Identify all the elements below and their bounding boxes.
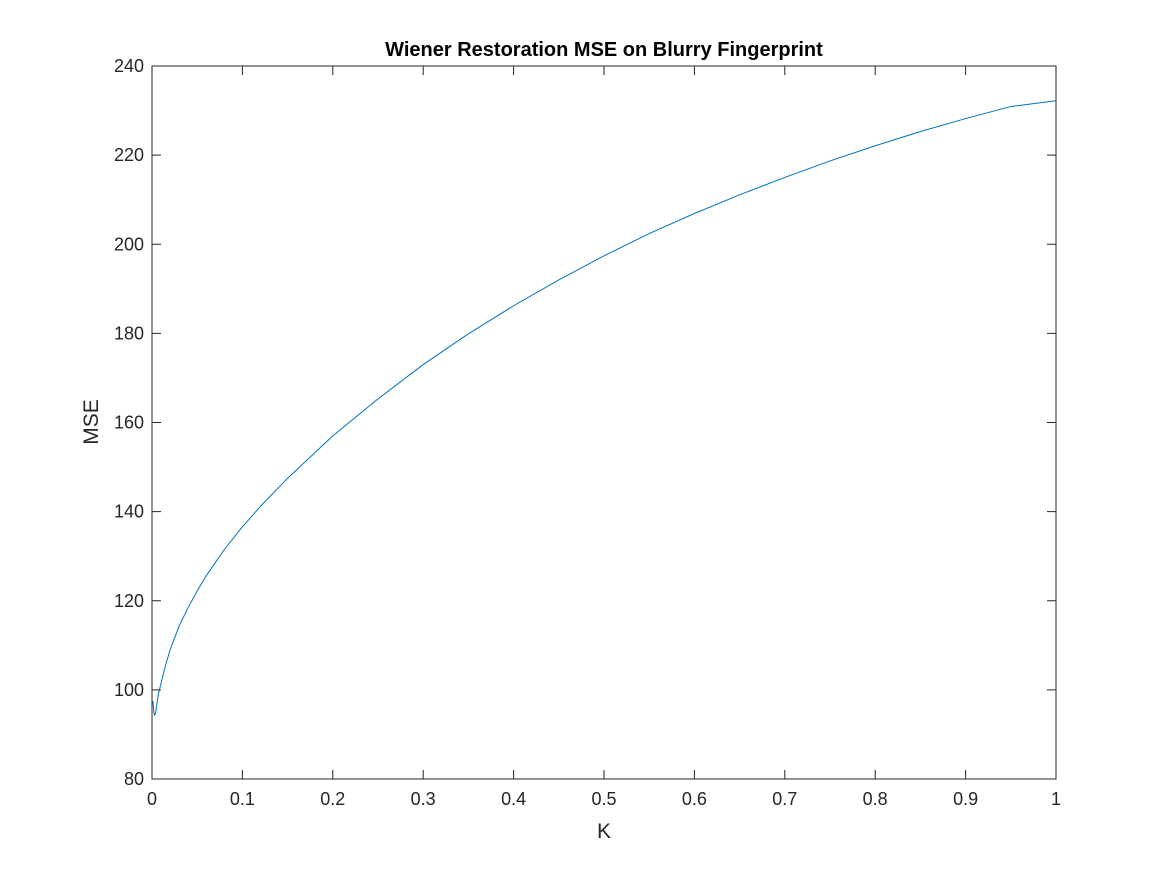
y-tick-label: 180	[114, 323, 144, 343]
x-axis: 0 0.1 0.2 0.3 0.4 0.5 0.6 0.7 0.8 0.9 1	[147, 66, 1061, 809]
x-tick-label: 0.5	[591, 789, 616, 809]
y-tick-label: 140	[114, 502, 144, 522]
axes-box	[151, 65, 1057, 780]
series-line-0	[152, 100, 1057, 716]
y-tick-label: 220	[114, 145, 144, 165]
x-tick-label: 0	[147, 789, 157, 809]
x-axis-label: K	[597, 820, 611, 843]
y-axis-label: MSE	[80, 399, 103, 445]
x-tick-label: 0.9	[953, 789, 978, 809]
x-tick-label: 0.3	[411, 789, 436, 809]
y-tick-label: 80	[124, 769, 144, 789]
y-tick-label: 120	[114, 591, 144, 611]
y-tick-label: 200	[114, 234, 144, 254]
x-tick-label: 0.8	[863, 789, 888, 809]
chart-title: Wiener Restoration MSE on Blurry Fingerp…	[385, 39, 823, 61]
x-tick-label: 1	[1051, 789, 1061, 809]
y-tick-label: 100	[114, 680, 144, 700]
x-tick-label: 0.4	[501, 789, 526, 809]
x-tick-label: 0.2	[320, 789, 345, 809]
x-tick-label: 0.7	[772, 789, 797, 809]
y-axis: 80 100 120 140 160 180 200 220 240	[114, 56, 1056, 789]
y-tick-label: 160	[114, 413, 144, 433]
x-tick-label: 0.6	[682, 789, 707, 809]
plot-area	[151, 65, 1057, 780]
x-tick-label: 0.1	[230, 789, 255, 809]
y-tick-label: 240	[114, 56, 144, 76]
